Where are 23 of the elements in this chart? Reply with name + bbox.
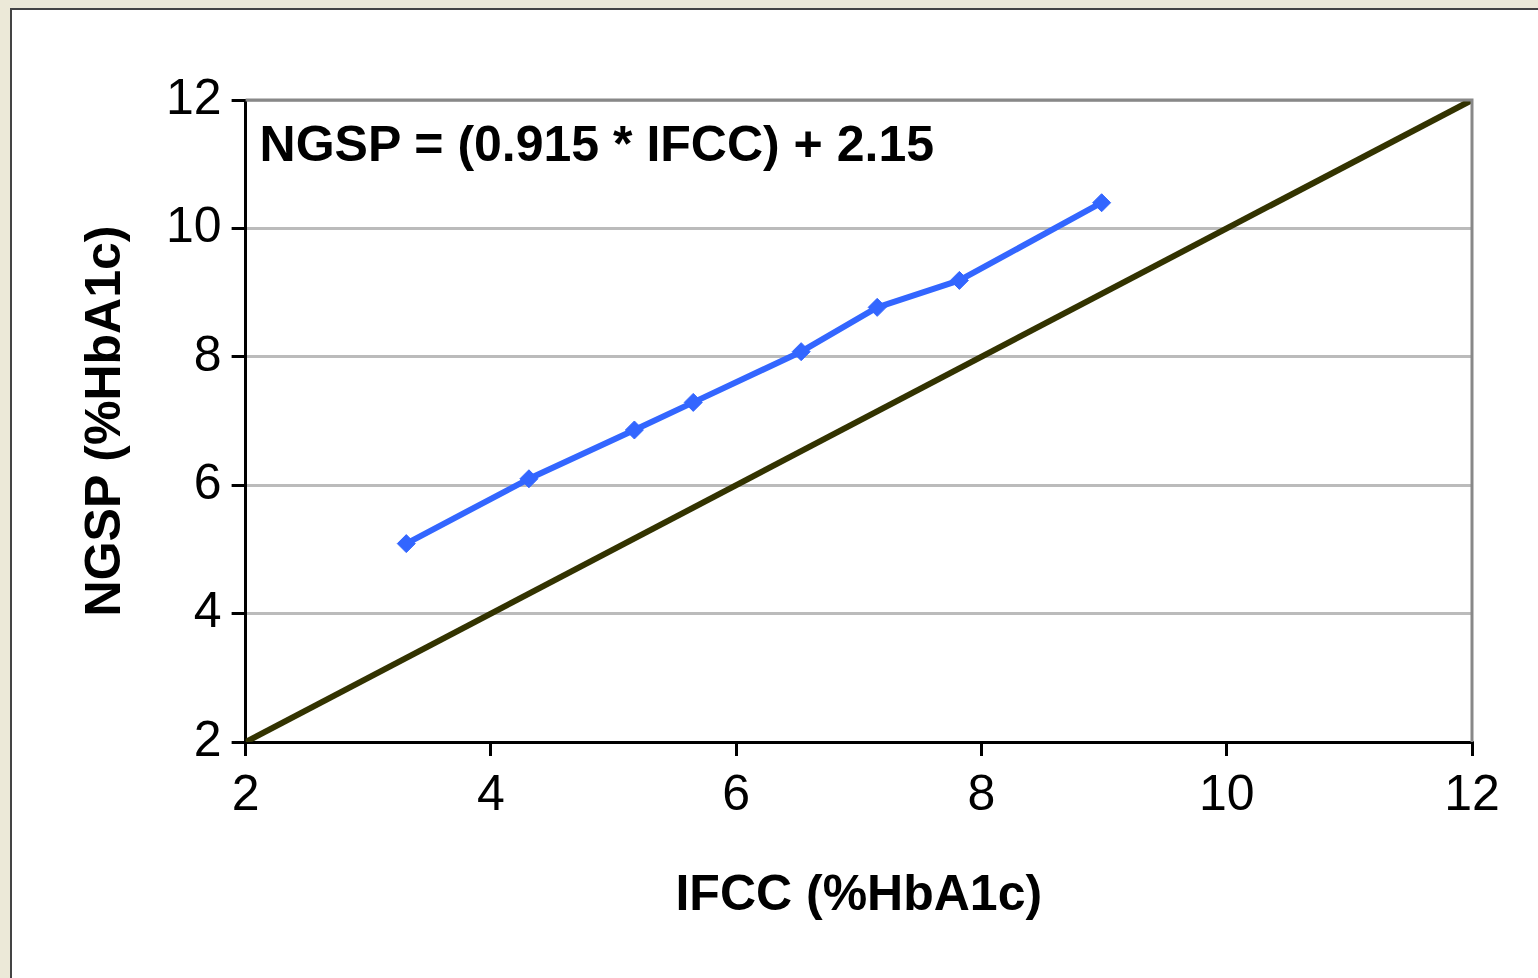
point <box>949 270 969 290</box>
x-tick-label: 4 <box>476 764 505 821</box>
x-tick-label: 2 <box>231 764 260 821</box>
y-tick-label: 6 <box>193 453 222 510</box>
y-tick-label: 4 <box>193 582 222 639</box>
point <box>683 392 703 412</box>
y-tick-label: 10 <box>165 197 222 254</box>
x-tick-label: 12 <box>1444 764 1500 821</box>
point <box>519 469 539 489</box>
y-tick-label: 8 <box>193 325 222 382</box>
y-tick-label: 2 <box>193 710 222 767</box>
y-axis-title: NGSP (%HbA1c) <box>74 225 131 617</box>
y-tick-label: 12 <box>165 68 222 125</box>
point <box>867 297 887 317</box>
point <box>1092 193 1112 213</box>
x-axis-title: IFCC (%HbA1c) <box>675 864 1043 921</box>
annotation: NGSP = (0.915 * IFCC) + 2.15 <box>259 115 935 172</box>
x-tick-label: 6 <box>722 764 751 821</box>
point <box>396 534 416 554</box>
x-tick-label: 10 <box>1198 764 1255 821</box>
point <box>624 420 644 440</box>
point <box>791 342 811 362</box>
x-tick-label: 8 <box>967 764 996 821</box>
